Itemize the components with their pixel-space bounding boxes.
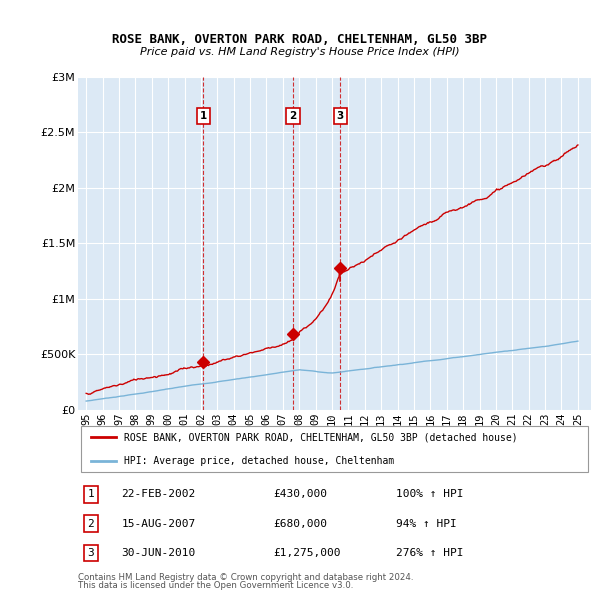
Text: 3: 3: [88, 548, 94, 558]
Text: 30-JUN-2010: 30-JUN-2010: [122, 548, 196, 558]
Text: Price paid vs. HM Land Registry's House Price Index (HPI): Price paid vs. HM Land Registry's House …: [140, 47, 460, 57]
Text: £430,000: £430,000: [273, 489, 327, 499]
Text: 2: 2: [88, 519, 94, 529]
Text: 94% ↑ HPI: 94% ↑ HPI: [396, 519, 457, 529]
Text: £680,000: £680,000: [273, 519, 327, 529]
Text: ROSE BANK, OVERTON PARK ROAD, CHELTENHAM, GL50 3BP: ROSE BANK, OVERTON PARK ROAD, CHELTENHAM…: [113, 33, 487, 46]
Text: 22-FEB-2002: 22-FEB-2002: [122, 489, 196, 499]
Text: 1: 1: [88, 489, 94, 499]
Text: 100% ↑ HPI: 100% ↑ HPI: [396, 489, 464, 499]
Text: 2: 2: [289, 110, 296, 120]
Text: 15-AUG-2007: 15-AUG-2007: [122, 519, 196, 529]
FancyBboxPatch shape: [80, 426, 589, 473]
Text: £1,275,000: £1,275,000: [273, 548, 340, 558]
Text: 3: 3: [337, 110, 344, 120]
Text: This data is licensed under the Open Government Licence v3.0.: This data is licensed under the Open Gov…: [78, 581, 353, 590]
Text: 1: 1: [199, 110, 206, 120]
Text: HPI: Average price, detached house, Cheltenham: HPI: Average price, detached house, Chel…: [124, 456, 394, 466]
Text: Contains HM Land Registry data © Crown copyright and database right 2024.: Contains HM Land Registry data © Crown c…: [78, 572, 413, 582]
Text: 276% ↑ HPI: 276% ↑ HPI: [396, 548, 464, 558]
Text: ROSE BANK, OVERTON PARK ROAD, CHELTENHAM, GL50 3BP (detached house): ROSE BANK, OVERTON PARK ROAD, CHELTENHAM…: [124, 432, 518, 442]
